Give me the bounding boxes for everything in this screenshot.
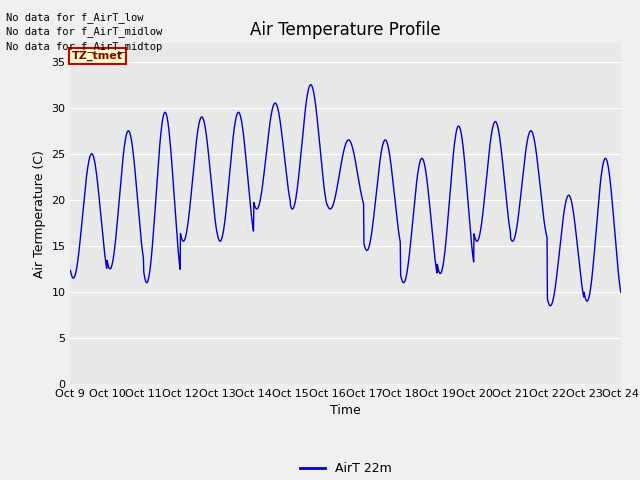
Text: No data for f_AirT_low: No data for f_AirT_low: [6, 12, 144, 23]
Text: No data for f_AirT_midlow: No data for f_AirT_midlow: [6, 26, 163, 37]
X-axis label: Time: Time: [330, 405, 361, 418]
Legend: AirT 22m: AirT 22m: [295, 457, 396, 480]
Y-axis label: Air Termperature (C): Air Termperature (C): [33, 150, 46, 277]
Text: TZ_tmet: TZ_tmet: [72, 51, 124, 61]
Text: No data for f_AirT_midtop: No data for f_AirT_midtop: [6, 41, 163, 52]
Title: Air Temperature Profile: Air Temperature Profile: [250, 21, 441, 39]
